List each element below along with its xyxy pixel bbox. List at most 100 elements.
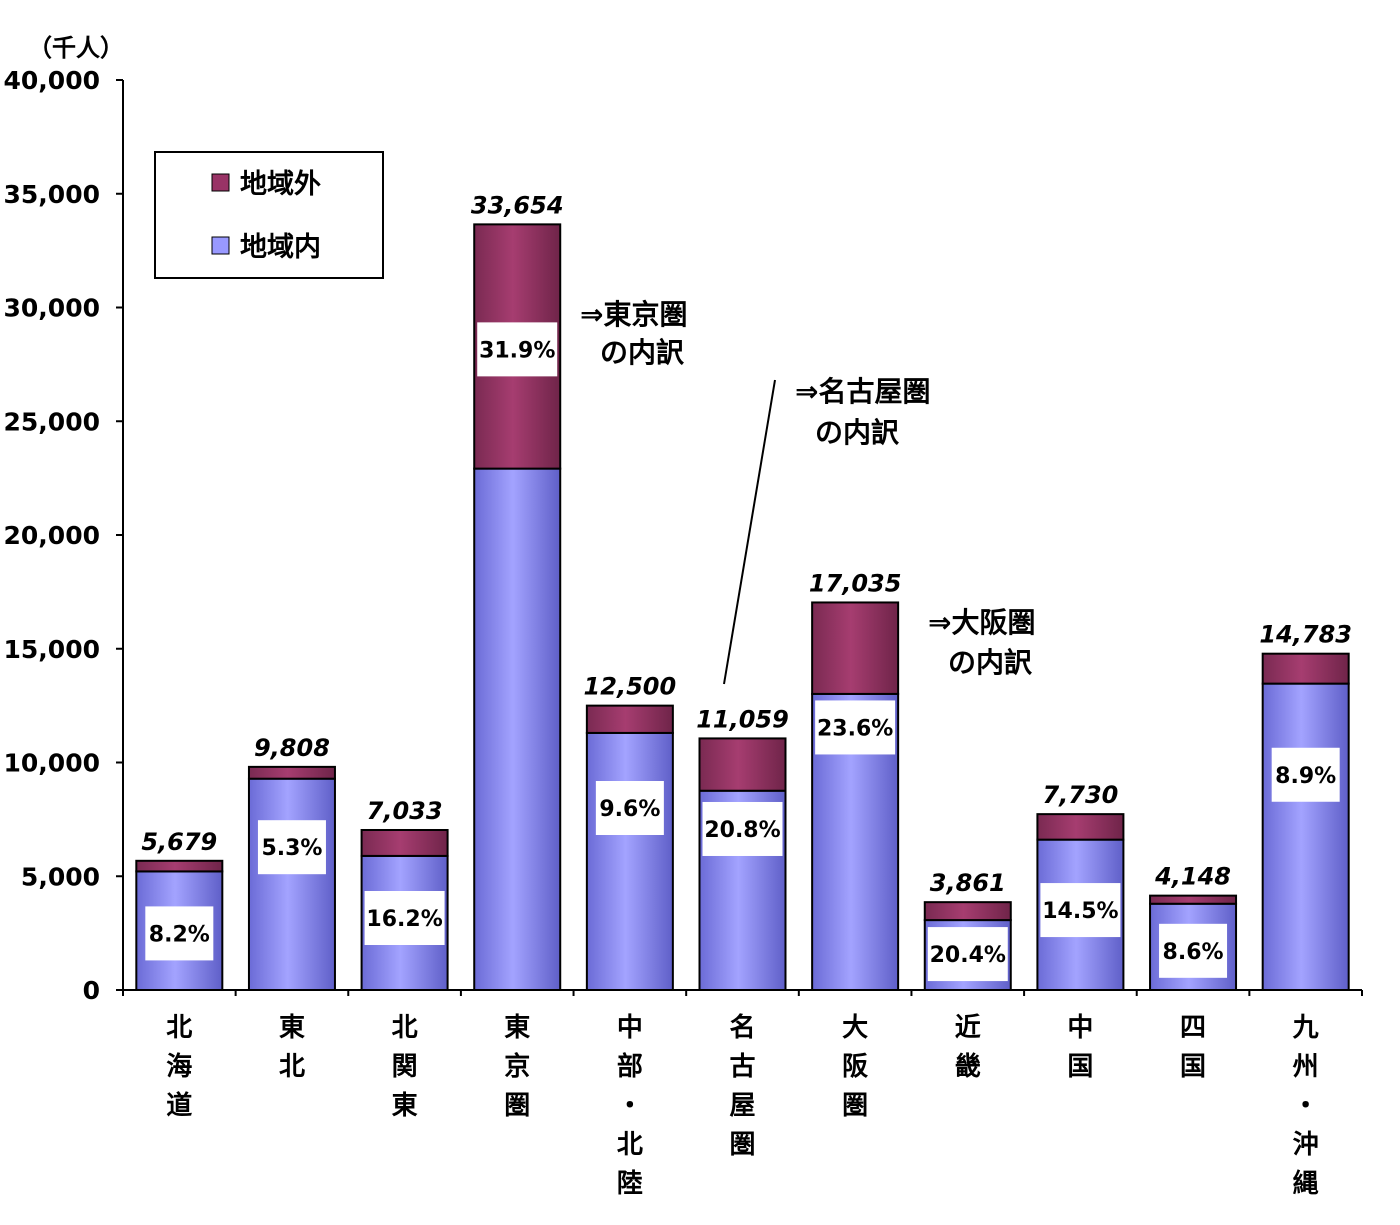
category-label-char: 畿 (955, 1052, 981, 1082)
legend: 地域外 地域内 (154, 151, 384, 279)
category-label-char: 屋 (729, 1091, 755, 1121)
pct-label-box (702, 801, 783, 856)
bar-segment-outside (1149, 894, 1238, 905)
category-label-char: 道 (166, 1090, 192, 1121)
category-label-char: 九 (1292, 1013, 1319, 1043)
category-label-char: 近 (955, 1013, 981, 1043)
category-label-char: 名 (729, 1012, 755, 1043)
bar-segment-inside (473, 467, 562, 992)
y-tick-label: 15,000 (4, 635, 100, 664)
annotation-tokyo-line2: の内訳 (600, 336, 685, 369)
category-label-char: 京 (504, 1051, 530, 1082)
y-tick-label: 0 (83, 976, 100, 1005)
category-label-char: 海 (166, 1052, 192, 1082)
category-label-char: 圏 (729, 1130, 755, 1160)
pct-label: 8.2% (149, 922, 210, 947)
annotation-osaka-line1: ⇒大阪圏 (928, 606, 1035, 639)
bar-segment-inside (585, 731, 674, 991)
bar-segment-outside (585, 704, 674, 734)
y-tick-label: 25,000 (4, 407, 100, 436)
bar-segment-inside (1261, 682, 1350, 991)
legend-swatch-outside (211, 173, 230, 192)
category-label-char: 関 (392, 1052, 418, 1082)
category-label-char: 国 (1067, 1052, 1093, 1082)
total-label: 7,033 (367, 797, 443, 825)
category-label-char: 部 (617, 1052, 643, 1082)
annotation-tokyo: ⇒東京圏 の内訳 (580, 298, 687, 369)
annotation-nagoya-line1: ⇒名古屋圏 (795, 375, 930, 408)
total-label: 33,654 (471, 191, 564, 219)
annotation-nagoya-line2: の内訳 (815, 416, 900, 449)
total-label: 17,035 (809, 569, 902, 597)
y-unit-label: （千人） (28, 34, 124, 62)
pct-label: 16.2% (366, 907, 442, 932)
y-tick-label: 5,000 (21, 862, 100, 891)
category-label-char: 古 (729, 1052, 755, 1082)
bar-segment-outside (923, 901, 1012, 922)
total-label: 9,808 (254, 734, 330, 762)
annotation-osaka-line2: の内訳 (948, 646, 1033, 679)
category-label-char: 大 (842, 1013, 868, 1043)
category-label-char: 中 (1067, 1013, 1093, 1043)
category-label-char: 東 (504, 1013, 530, 1043)
category-label-char: 圏 (842, 1091, 868, 1121)
pct-label: 23.6% (817, 716, 893, 741)
pct-label: 9.6% (599, 797, 660, 822)
total-label: 4,148 (1154, 863, 1231, 891)
total-label: 7,730 (1042, 781, 1118, 809)
bars (135, 223, 1350, 992)
y-axis: 0 5,000 10,000 15,000 20,000 25,000 30,000 35,0… (4, 66, 1363, 1005)
pct-label-box (1159, 923, 1228, 978)
annotation-osaka: ⇒大阪圏 の内訳 (928, 606, 1035, 679)
y-tick-label: 35,000 (4, 180, 100, 209)
category-label-char: ・ (617, 1091, 643, 1121)
category-label-char: ・ (1293, 1091, 1319, 1121)
y-tick-label: 20,000 (4, 521, 100, 550)
legend-box (154, 151, 384, 279)
legend-label-inside: 地域内 (240, 232, 321, 263)
pct-label: 5.3% (261, 836, 322, 861)
pct-label: 20.8% (704, 818, 780, 843)
y-tick-label: 10,000 (4, 749, 100, 778)
bar-segment-inside (247, 777, 336, 991)
y-tick-label: 40,000 (4, 66, 100, 95)
bar-segment-outside (360, 828, 449, 857)
bar-segment-outside (247, 765, 336, 780)
bar-segment-outside (1036, 813, 1125, 841)
category-label-char: 国 (1180, 1052, 1206, 1082)
annotation-nagoya-leader-line (723, 379, 776, 685)
pct-label: 8.9% (1275, 764, 1336, 789)
category-label-char: 東 (392, 1091, 418, 1121)
category-label-char: 東 (279, 1013, 305, 1043)
bar-segment-outside (698, 737, 787, 792)
pct-label-box (364, 890, 445, 945)
category-label-char: 沖 (1293, 1130, 1319, 1160)
y-tick-label: 30,000 (4, 294, 100, 323)
pct-label-box (145, 906, 214, 961)
total-label: 12,500 (584, 673, 677, 701)
annotation-nagoya: ⇒名古屋圏 の内訳 (723, 375, 930, 685)
pct-label-box (1040, 883, 1121, 938)
category-label-char: 北 (392, 1013, 418, 1043)
total-label: 5,679 (141, 828, 217, 856)
pct-label-box (257, 820, 326, 875)
pct-label-box (595, 781, 664, 835)
pct-label-box (1271, 747, 1340, 802)
total-label: 3,861 (930, 869, 1006, 897)
category-label-char: 州 (1293, 1052, 1319, 1082)
bar-segment-outside (135, 859, 224, 873)
pct-label-box (477, 322, 558, 377)
category-label-char: 圏 (504, 1091, 530, 1121)
pct-label: 20.4% (930, 943, 1006, 968)
pct-label-box (927, 927, 1008, 982)
pct-label: 31.9% (479, 338, 555, 363)
total-label: 14,783 (1259, 621, 1352, 649)
category-label-char: 中 (617, 1013, 643, 1043)
bar-segment-outside (1261, 652, 1350, 685)
category-label-char: 北 (617, 1130, 643, 1160)
pct-label: 14.5% (1042, 899, 1118, 924)
category-label-char: 縄 (1293, 1169, 1319, 1199)
total-label: 11,059 (696, 705, 789, 733)
